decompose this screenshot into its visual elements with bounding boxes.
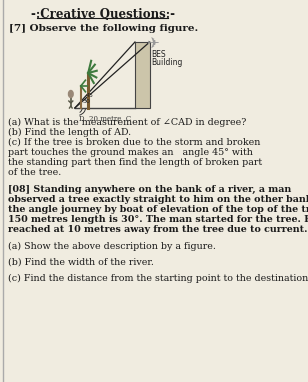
Text: Building: Building: [152, 58, 183, 67]
Text: [7] Observe the following figure.: [7] Observe the following figure.: [9, 24, 199, 33]
Text: of the tree.: of the tree.: [8, 168, 61, 177]
Text: (a) What is the measurement of ∠CAD in degree?: (a) What is the measurement of ∠CAD in d…: [8, 118, 246, 127]
Text: (c) Find the distance from the starting point to the destination.: (c) Find the distance from the starting …: [8, 274, 308, 283]
Text: D  20 metre  C: D 20 metre C: [79, 115, 131, 123]
Text: 150 metres length is 30°. The man started for the tree. But he: 150 metres length is 30°. The man starte…: [8, 215, 308, 224]
Text: the standing part then find the length of broken part: the standing part then find the length o…: [8, 158, 262, 167]
Text: BES: BES: [152, 50, 166, 59]
Text: ✈: ✈: [146, 36, 159, 51]
Text: [08] Standing anywhere on the bank of a river, a man: [08] Standing anywhere on the bank of a …: [8, 185, 291, 194]
Text: -:Creative Questions:-: -:Creative Questions:-: [31, 8, 175, 21]
Text: 45: 45: [86, 93, 94, 98]
Text: (b) Find the length of AD.: (b) Find the length of AD.: [8, 128, 131, 137]
Text: part touches the ground makes an   angle 45° with: part touches the ground makes an angle 4…: [8, 148, 253, 157]
Text: the angle journey by boat of elevation of the top of the tree of: the angle journey by boat of elevation o…: [8, 205, 308, 214]
Text: (b) Find the width of the river.: (b) Find the width of the river.: [8, 258, 154, 267]
Bar: [135, 42, 150, 108]
Text: reached at 10 metres away from the tree due to current.: reached at 10 metres away from the tree …: [8, 225, 307, 234]
Circle shape: [68, 91, 73, 97]
Text: (c) If the tree is broken due to the storm and broken: (c) If the tree is broken due to the sto…: [8, 138, 260, 147]
Text: (a) Show the above description by a figure.: (a) Show the above description by a figu…: [8, 242, 216, 251]
Text: 30: 30: [83, 99, 91, 104]
Text: observed a tree exactly straight to him on the other bank that: observed a tree exactly straight to him …: [8, 195, 308, 204]
